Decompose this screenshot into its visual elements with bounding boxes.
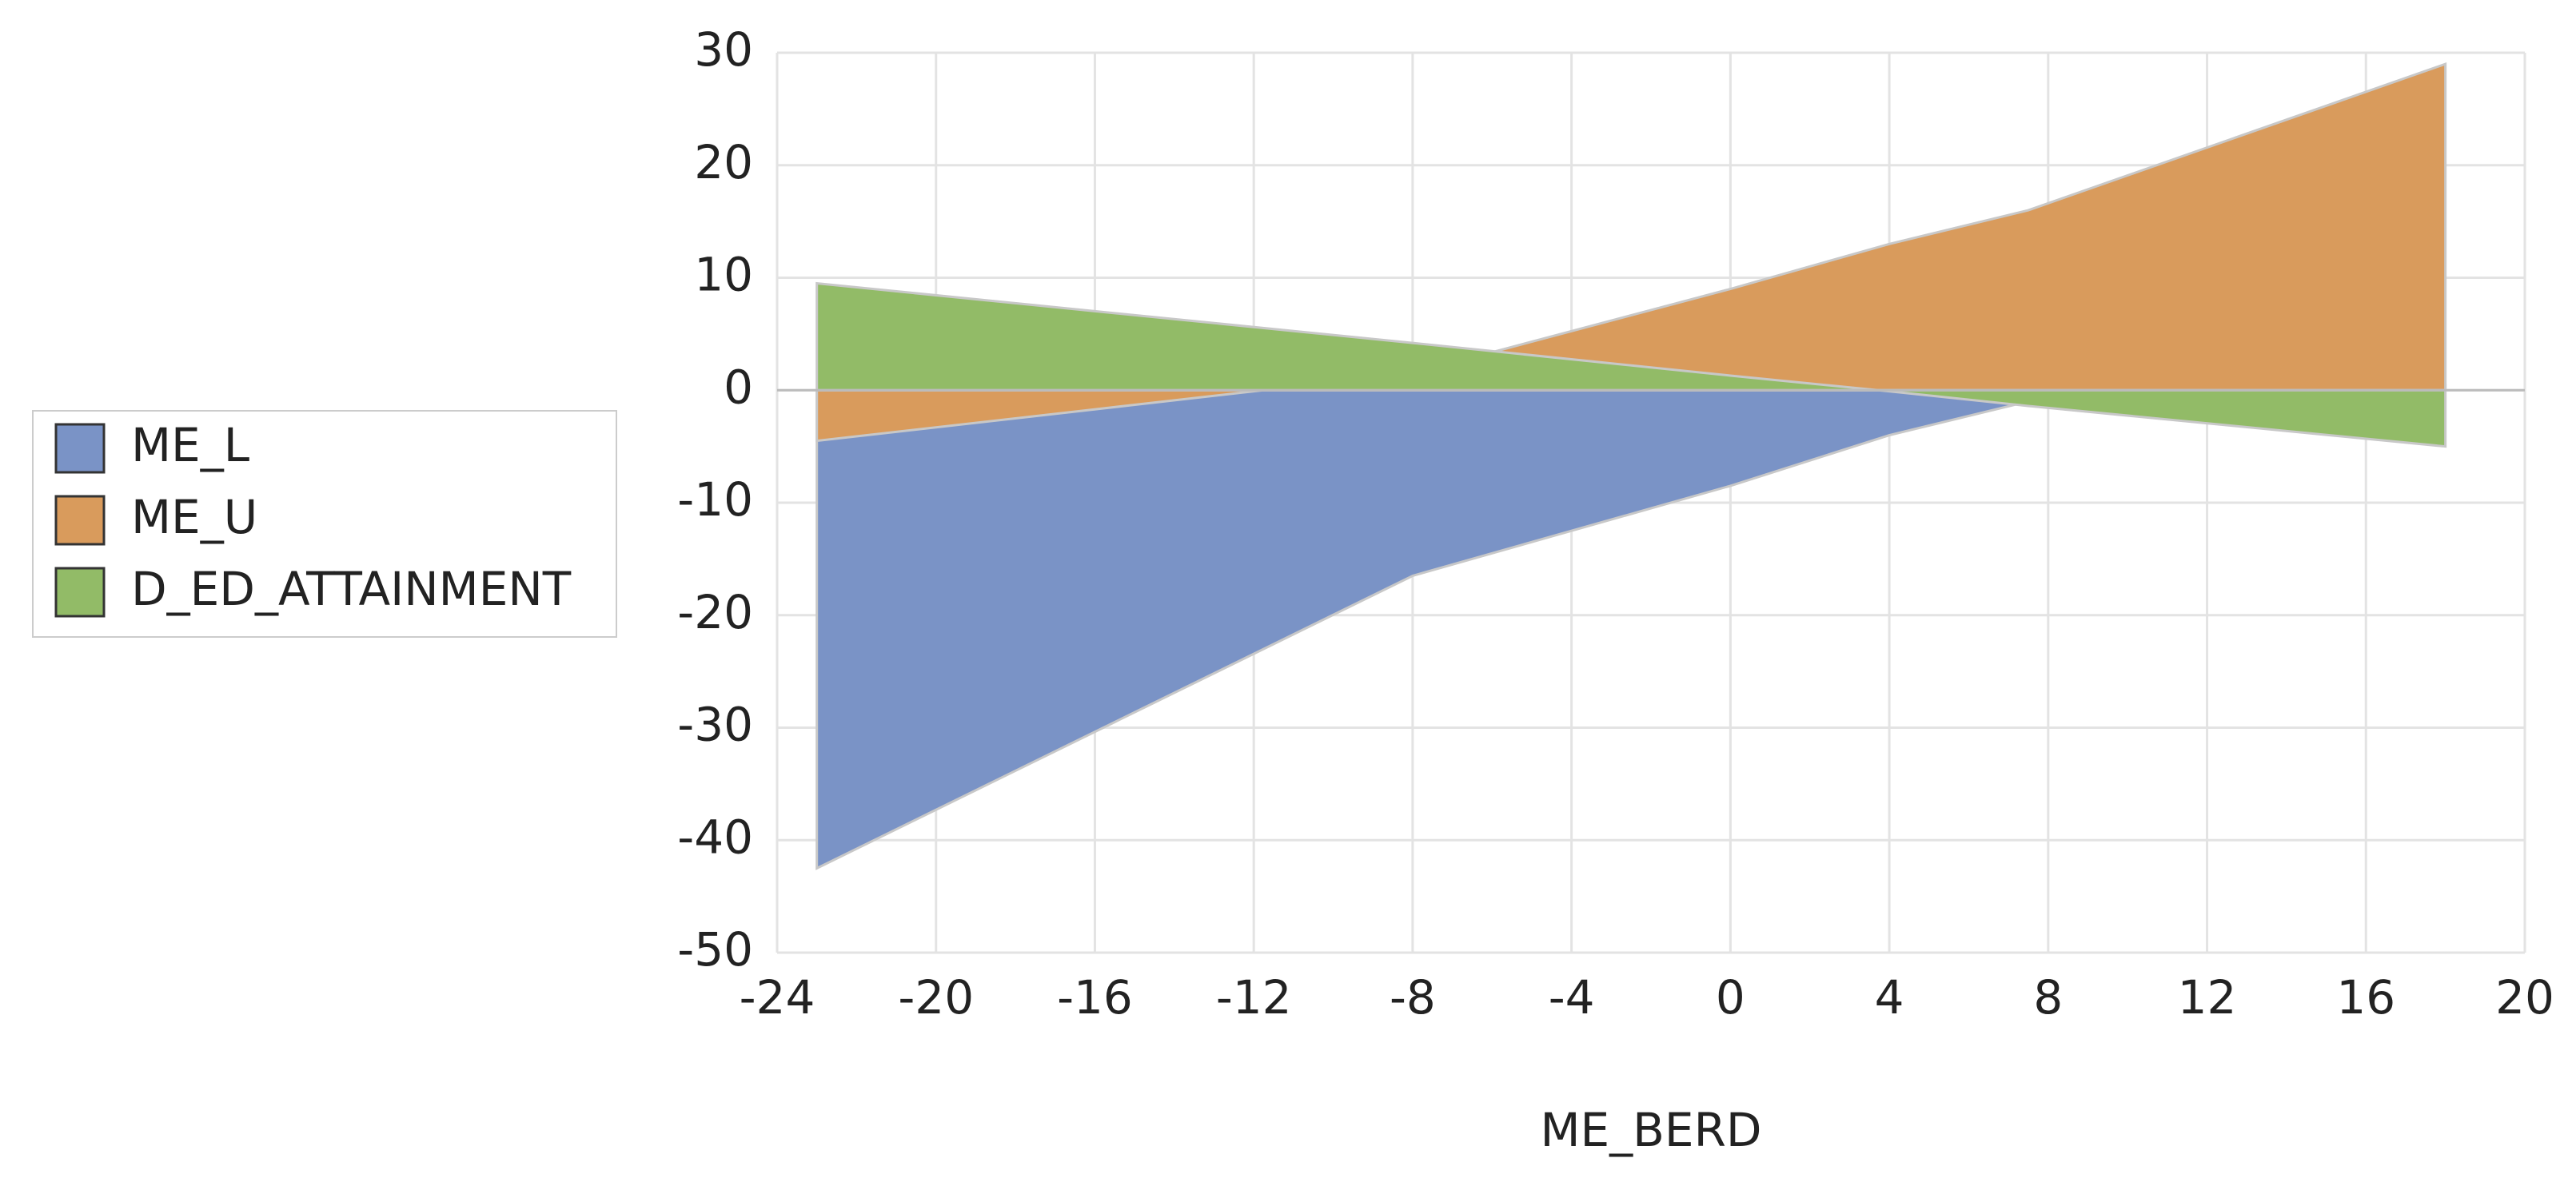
x-tick-label: -12: [1216, 970, 1292, 1025]
legend-label: D_ED_ATTAINMENT: [131, 562, 572, 616]
x-tick-label: -4: [1549, 970, 1595, 1025]
x-tick-label: 12: [2178, 970, 2237, 1025]
x-tick-label: -24: [740, 970, 815, 1025]
y-tick-label: -20: [677, 585, 753, 639]
x-tick-label: 20: [2495, 970, 2554, 1025]
y-tick-label: -40: [677, 810, 753, 864]
y-tick-label: -50: [677, 922, 753, 977]
x-tick-label: 8: [2033, 970, 2063, 1025]
legend-swatch: [54, 495, 106, 546]
legend-label: ME_U: [131, 490, 257, 544]
y-tick-label: 20: [694, 135, 753, 189]
legend-label: ME_L: [131, 418, 249, 472]
y-tick-label: 0: [724, 360, 753, 414]
y-tick-label: -30: [677, 698, 753, 752]
y-tick-label: 10: [694, 248, 753, 302]
x-tick-label: 16: [2336, 970, 2395, 1025]
x-tick-label: -16: [1057, 970, 1133, 1025]
area: [815, 383, 2447, 870]
x-tick-label: 4: [1875, 970, 1904, 1025]
x-axis-label: ME_BERD: [1540, 1103, 1761, 1157]
legend-box: [32, 410, 617, 638]
x-tick-label: -8: [1390, 970, 1436, 1025]
legend-swatch: [54, 567, 106, 618]
legend: ME_L ME_U D_ED_ATTAINMENT: [54, 418, 572, 618]
area: [815, 62, 2447, 443]
legend-swatch: [54, 423, 106, 474]
y-tick-label: -10: [677, 472, 753, 527]
x-tick-label: 0: [1716, 970, 1745, 1025]
y-tick-label: 30: [694, 22, 753, 77]
areas: [777, 62, 2525, 870]
x-tick-label: -20: [898, 970, 974, 1025]
